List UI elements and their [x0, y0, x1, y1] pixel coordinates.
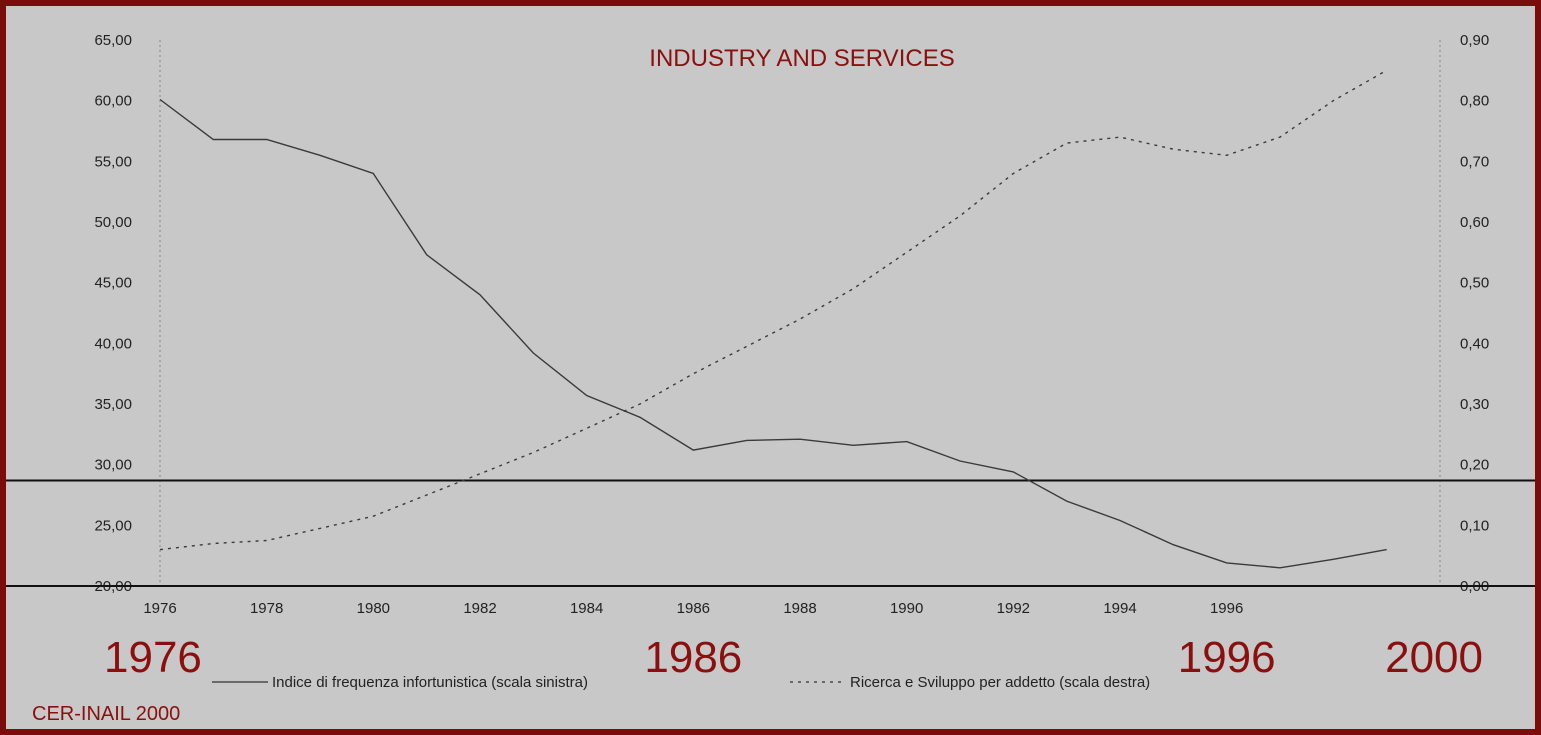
x-tick-label: 1988 [783, 600, 816, 617]
left-tick-label: 60,00 [94, 93, 132, 110]
left-axis-ticks: 20,0025,0030,0035,0040,0045,0050,0055,00… [94, 32, 132, 595]
right-tick-label: 0,80 [1460, 93, 1489, 110]
x-tick-label: 1990 [890, 600, 923, 617]
chart-frame: INDUSTRY AND SERVICES 20,00 25,00 30,00 35,… [6, 6, 1535, 729]
x-tick-label: 1980 [357, 600, 390, 617]
legend-label-rnd: Ricerca e Sviluppo per addetto (scala de… [850, 674, 1150, 691]
left-tick-label: 65,00 [94, 32, 132, 49]
left-tick-label: 45,00 [94, 275, 132, 292]
x-tick-label: 1986 [677, 600, 710, 617]
line-chart: INDUSTRY AND SERVICES 20,0025,0030,0035,… [6, 32, 1535, 725]
legend: Indice di frequenza infortunistica (scal… [212, 674, 1150, 691]
right-tick-label: 0,90 [1460, 32, 1489, 49]
series-line-frequency [159, 98, 1387, 569]
source-label: CER-INAIL 2000 [32, 703, 180, 725]
highlight-year-label: 1996 [1178, 633, 1276, 682]
right-tick-label: 0,70 [1460, 153, 1489, 170]
right-tick-label: 0,20 [1460, 457, 1489, 474]
x-tick-label: 1976 [143, 600, 176, 617]
left-tick-label: 25,00 [94, 517, 132, 534]
left-tick-label: 40,00 [94, 335, 132, 352]
right-tick-label: 0,40 [1460, 335, 1489, 352]
right-tick-label: 0,10 [1460, 517, 1489, 534]
right-tick-label: 0,50 [1460, 275, 1489, 292]
left-tick-label: 30,00 [94, 457, 132, 474]
x-tick-label: 1994 [1103, 600, 1136, 617]
x-tick-label: 1996 [1210, 600, 1243, 617]
series-layer [159, 69, 1388, 569]
highlight-years: 1976 1986 1996 2000 [104, 633, 1483, 682]
reference-lines [6, 479, 1535, 587]
x-tick-label: 1978 [250, 600, 283, 617]
series-line-rnd [159, 69, 1388, 551]
left-tick-label: 35,00 [94, 396, 132, 413]
highlight-year-label: 2000 [1385, 633, 1483, 682]
highlight-year-label: 1986 [644, 633, 742, 682]
highlight-year-label: 1976 [104, 633, 202, 682]
right-tick-label: 0,30 [1460, 396, 1489, 413]
right-axis-ticks: 0,000,100,200,300,400,500,600,700,800,90 [1460, 32, 1489, 595]
x-tick-label: 1982 [463, 600, 496, 617]
x-tick-label: 1984 [570, 600, 603, 617]
x-tick-label: 1992 [997, 600, 1030, 617]
left-tick-label: 55,00 [94, 153, 132, 170]
left-tick-label: 50,00 [94, 214, 132, 231]
right-tick-label: 0,60 [1460, 214, 1489, 231]
x-axis-ticks: 1976 1978 1980 1982 1984 1986 1988 1990 1992 1994… [143, 600, 1243, 617]
chart-title: INDUSTRY AND SERVICES [649, 45, 954, 72]
legend-label-frequency: Indice di frequenza infortunistica (scal… [272, 674, 588, 691]
